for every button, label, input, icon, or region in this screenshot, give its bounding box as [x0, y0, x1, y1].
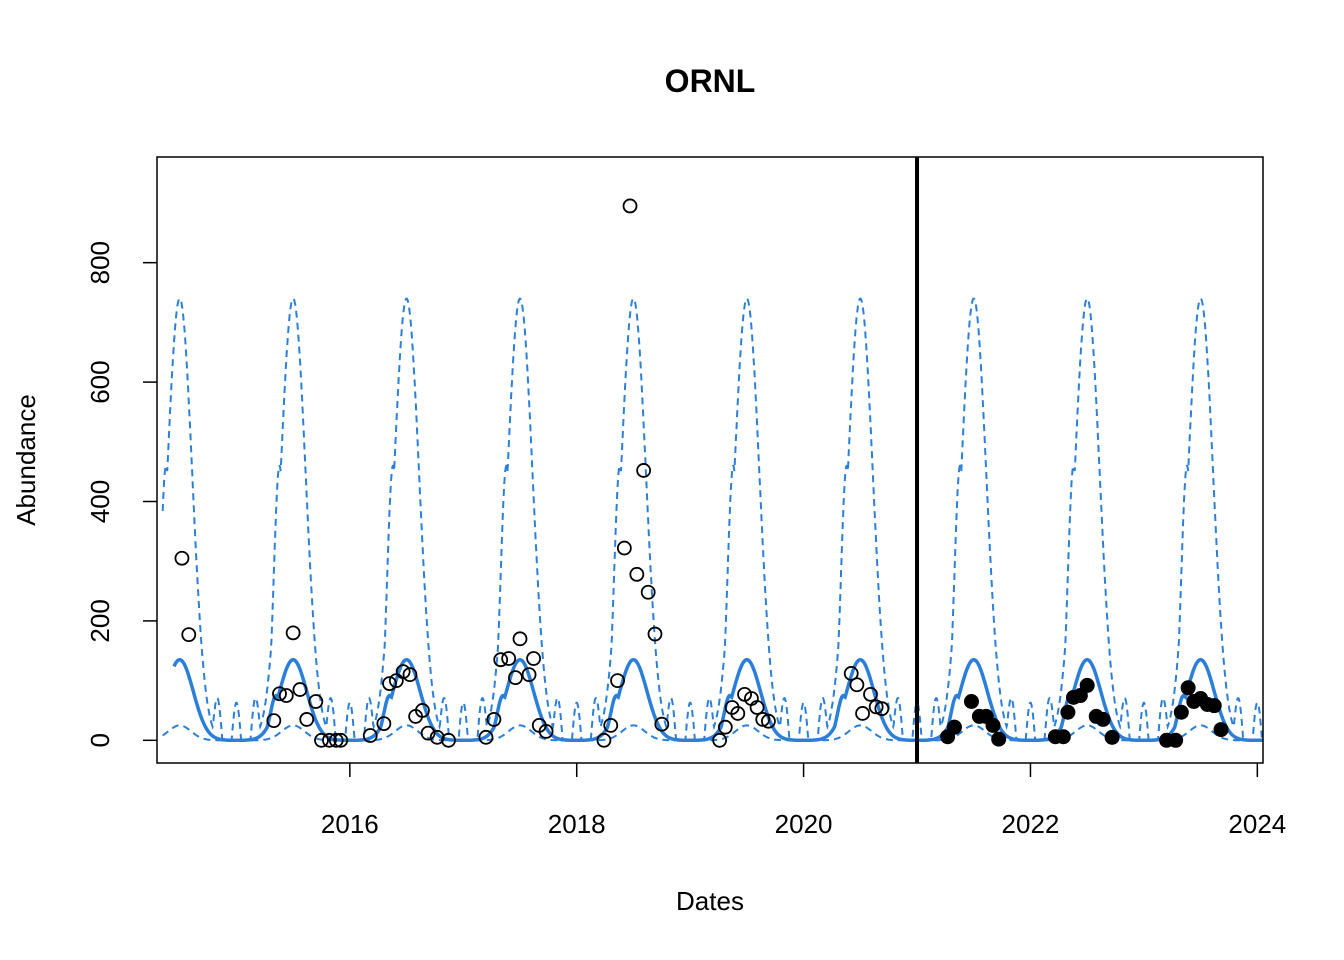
plot-content — [161, 198, 1263, 748]
observed-point — [855, 706, 870, 721]
y-tick-label: 800 — [85, 241, 115, 284]
observed-point — [647, 626, 663, 642]
observed-point — [486, 712, 502, 727]
forecast-observed-point — [1206, 698, 1222, 714]
observed-point — [538, 723, 554, 739]
observed-point — [749, 700, 765, 715]
observed-point — [622, 198, 638, 214]
observed-point — [712, 732, 728, 748]
observed-point — [181, 627, 197, 643]
forecast-observed-point — [1168, 732, 1184, 748]
observed-point — [616, 540, 632, 556]
observed-point — [526, 651, 542, 666]
observed-point — [603, 717, 619, 733]
observed-point — [493, 652, 509, 668]
observed-point — [761, 713, 776, 729]
observed-point — [508, 670, 523, 686]
observed-point — [174, 550, 190, 566]
observed-point — [328, 732, 344, 748]
plot-area — [156, 156, 1264, 764]
forecast-observed-point — [946, 719, 962, 735]
observed-point — [362, 728, 378, 743]
y-tick-label: 0 — [85, 733, 115, 747]
observed-point — [610, 673, 625, 689]
x-tick-label: 2020 — [775, 809, 833, 839]
forecast-observed-point — [1104, 729, 1120, 745]
observed-point — [636, 463, 652, 478]
y-axis-label: Abundance — [11, 394, 41, 526]
forecast-observed-point — [1060, 704, 1076, 720]
observed-point — [420, 725, 436, 741]
observed-point — [501, 651, 517, 666]
observed-point — [874, 701, 890, 717]
plot-frame — [156, 156, 1264, 764]
x-tick-label: 2024 — [1228, 809, 1286, 839]
observed-point — [512, 631, 528, 647]
observed-point — [441, 732, 456, 748]
forecast-observed-point — [1173, 704, 1189, 720]
y-tick-label: 400 — [85, 480, 115, 523]
observed-point — [849, 677, 865, 693]
observed-point — [333, 732, 349, 748]
observed-point — [308, 694, 324, 709]
observed-point — [299, 712, 315, 727]
observed-point — [402, 667, 418, 683]
observed-point — [843, 666, 859, 681]
observed-point — [478, 729, 494, 745]
x-axis-label: Dates — [676, 886, 744, 916]
observed-point — [640, 584, 656, 600]
observed-point — [382, 676, 397, 691]
observed-point — [314, 732, 329, 748]
forecast-observed-point — [1055, 729, 1071, 745]
observed-point — [266, 713, 282, 729]
observed-point — [322, 732, 337, 748]
x-tick-label: 2022 — [1002, 809, 1060, 839]
observed-point — [863, 686, 878, 702]
forecast-observed-point — [963, 694, 979, 710]
y-tick-label: 600 — [85, 360, 115, 403]
observed-point — [415, 703, 430, 718]
observed-point — [629, 566, 645, 582]
x-axis: 2016 2018 2020 2022 2024 — [321, 763, 1286, 839]
observed-point — [521, 667, 537, 683]
observed-point — [717, 719, 733, 735]
observed-point — [292, 682, 308, 697]
observed-point — [730, 706, 746, 721]
observed-point — [278, 688, 294, 703]
x-tick-label: 2016 — [321, 809, 379, 839]
forecast-observed-point — [985, 717, 1001, 733]
observed-point — [596, 732, 612, 748]
forecast-observed-point — [1213, 722, 1229, 738]
x-tick-label: 2018 — [548, 809, 606, 839]
observed-point — [395, 664, 411, 680]
observed-point — [654, 716, 670, 732]
observed-point — [376, 716, 392, 731]
forecast-observed-point — [991, 731, 1007, 747]
forecast-observed-point — [1095, 711, 1111, 727]
y-tick-label: 200 — [85, 599, 115, 642]
chart-title: ORNL — [665, 63, 756, 99]
forecast-observed-point — [1180, 680, 1196, 696]
observed-point — [285, 625, 301, 641]
observed-point — [272, 686, 287, 702]
forecast-observed-point — [1079, 677, 1095, 693]
series-line-upper-dashed — [161, 297, 1263, 742]
y-axis: 0 200 400 600 800 — [85, 241, 157, 748]
